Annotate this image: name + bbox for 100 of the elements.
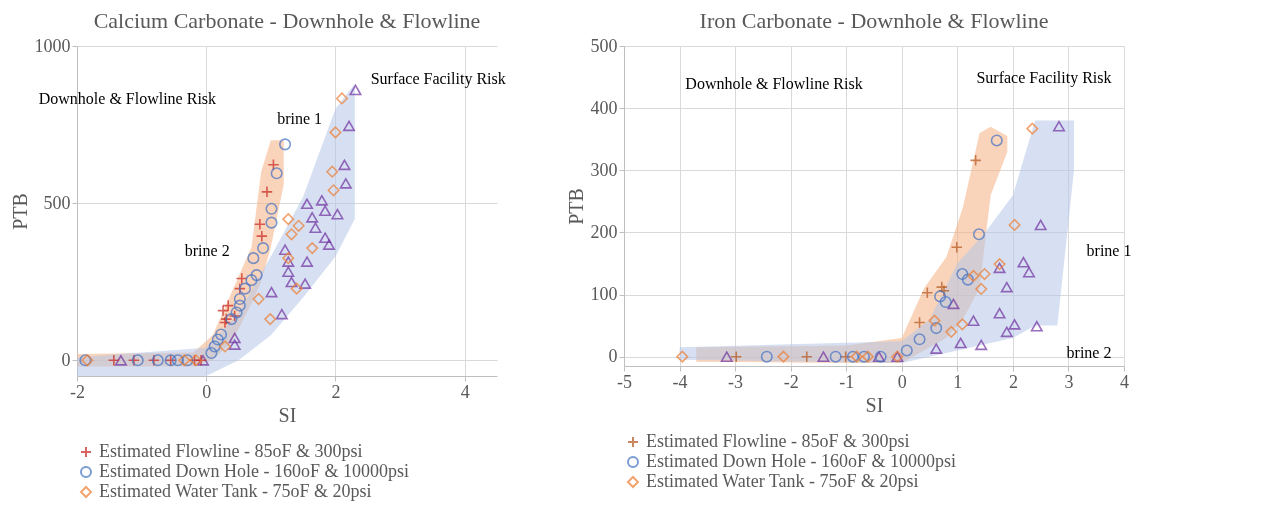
point — [349, 84, 362, 96]
chart-title: Calcium Carbonate - Downhole & Flowline — [93, 8, 481, 33]
x-tick-label: -3 — [728, 371, 744, 392]
legend-label: Estimated Flowline - 85oF & 300psi — [99, 441, 363, 461]
point — [777, 350, 790, 363]
legend-label: Estimated Water Tank - 75oF & 20psi — [646, 471, 919, 491]
point — [255, 230, 268, 243]
point — [972, 228, 986, 241]
point — [265, 216, 278, 229]
point — [978, 267, 991, 281]
point — [228, 339, 241, 350]
point — [975, 282, 988, 295]
point — [247, 252, 260, 265]
y-axis-title: PTB — [8, 193, 31, 230]
point — [205, 347, 218, 360]
x-tick-label: -5 — [617, 371, 632, 392]
point — [338, 159, 351, 171]
x-tick-label: 4 — [1120, 371, 1129, 392]
point — [1034, 219, 1047, 231]
point — [306, 211, 319, 223]
point — [945, 325, 958, 338]
point — [954, 337, 967, 349]
point — [306, 242, 319, 255]
x-tick-label: -4 — [672, 371, 688, 392]
point — [857, 350, 871, 363]
chart-title: Iron Carbonate - Downhole & Flowline — [699, 8, 1049, 33]
point — [147, 354, 160, 367]
x-axis-title: SI — [278, 403, 297, 426]
point — [208, 340, 221, 353]
point — [950, 241, 963, 254]
point — [275, 308, 288, 320]
point — [1030, 320, 1043, 332]
point — [131, 354, 144, 367]
x-tick-label: 4 — [460, 381, 470, 402]
point — [292, 219, 305, 232]
annotation: brine 2 — [184, 241, 230, 259]
y-tick-label: 0 — [61, 349, 71, 370]
point — [335, 92, 348, 105]
point — [990, 134, 1003, 147]
point — [900, 344, 913, 357]
point — [315, 194, 328, 206]
x-tick-label: -1 — [839, 371, 855, 392]
point — [760, 350, 773, 363]
point — [279, 138, 292, 151]
point — [921, 286, 934, 299]
point — [800, 350, 813, 363]
point — [245, 274, 258, 287]
point — [939, 295, 952, 309]
point — [282, 256, 295, 267]
point — [225, 313, 238, 326]
point — [829, 350, 842, 363]
point — [967, 315, 980, 326]
point — [956, 318, 969, 331]
point — [1008, 319, 1021, 330]
point — [300, 198, 314, 210]
point — [913, 316, 926, 329]
point — [215, 328, 228, 341]
x-tick-label: 2 — [331, 381, 341, 402]
point — [233, 299, 246, 312]
x-axis-title: SI — [865, 393, 884, 416]
x-tick-label: -2 — [783, 371, 799, 392]
annotation: Downhole & Flowline Risk — [685, 75, 863, 93]
point — [730, 350, 743, 363]
point — [928, 314, 941, 327]
point — [331, 208, 344, 220]
point — [329, 126, 342, 139]
y-tick-label: 100 — [590, 284, 618, 305]
point — [282, 213, 295, 226]
point — [861, 350, 874, 363]
point — [265, 286, 278, 298]
point — [270, 167, 283, 180]
y-tick-label: 500 — [43, 192, 71, 213]
point — [235, 272, 248, 285]
annotation: Surface Facility Risk — [976, 69, 1112, 87]
point — [850, 350, 863, 363]
y-axis-title: PTB — [564, 188, 587, 225]
point — [961, 273, 974, 286]
point — [257, 242, 270, 255]
point — [342, 120, 356, 132]
point — [720, 351, 733, 363]
point — [107, 354, 120, 367]
point — [326, 165, 339, 178]
point — [934, 290, 947, 303]
point — [975, 339, 988, 351]
point — [1052, 120, 1066, 132]
point — [993, 262, 1006, 274]
point — [290, 282, 303, 295]
annotation: Downhole & Flowline Risk — [38, 89, 217, 107]
point — [233, 292, 246, 306]
point — [299, 278, 312, 289]
point — [285, 276, 298, 288]
point — [233, 282, 246, 295]
point — [1022, 266, 1036, 278]
point — [1008, 218, 1021, 231]
x-tick-label: 0 — [202, 381, 212, 402]
point — [282, 266, 295, 277]
point — [309, 222, 322, 233]
x-tick-label: 0 — [897, 371, 907, 392]
annotation: brine 1 — [1086, 241, 1132, 259]
point — [969, 154, 982, 167]
